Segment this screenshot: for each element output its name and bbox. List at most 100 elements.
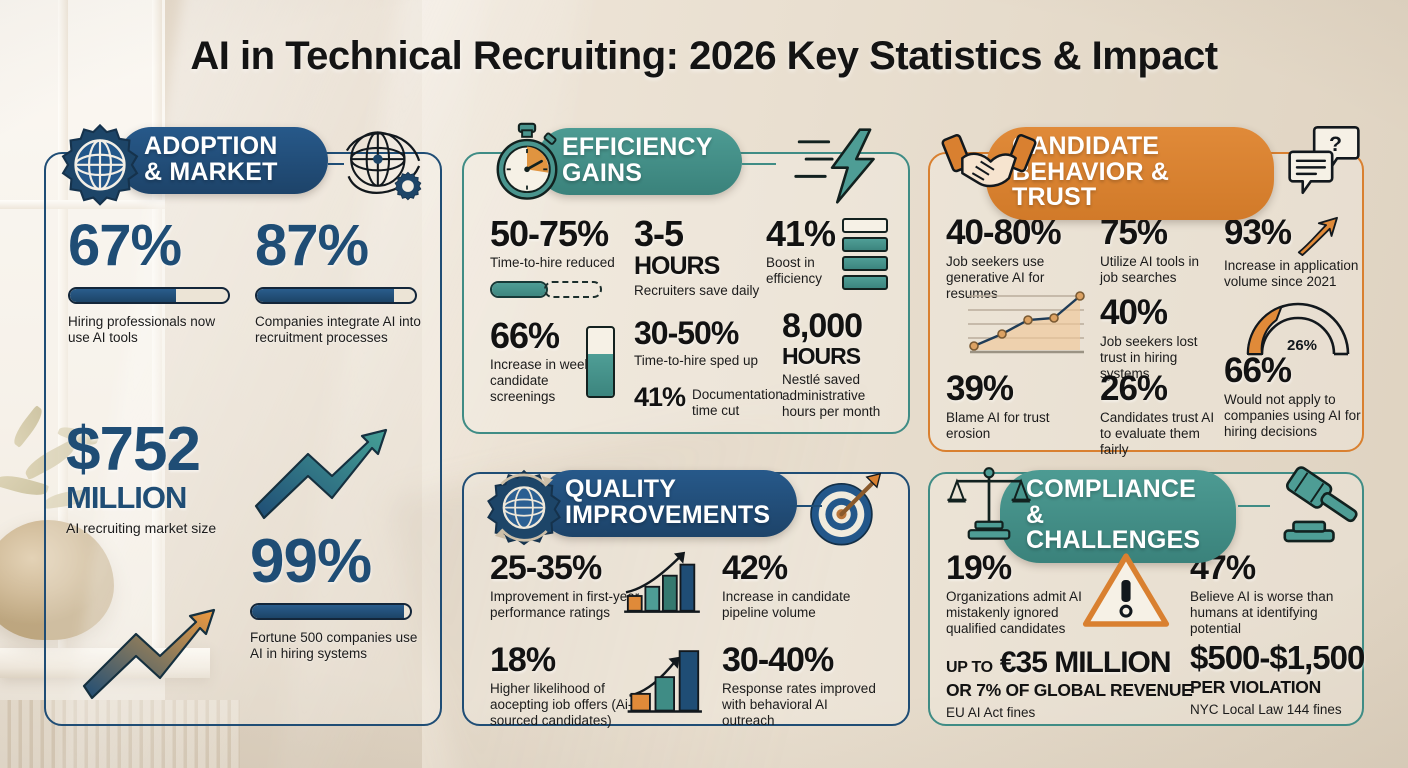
stat-label: Fortune 500 companies use AI in hiring s… (250, 629, 418, 661)
stat-label: Increase in weekly candidate screenings (490, 357, 602, 405)
stat-value: 41% (766, 213, 836, 254)
stat-value: 30-50% (634, 315, 739, 351)
stat-pipeline-volume: 42% Increase in candidate pipeline volum… (722, 549, 874, 621)
stat-value: 66% (1224, 351, 1292, 390)
line-chart-application-volume (966, 288, 1086, 360)
stat-application-volume: 93% Increase in application volume since… (1224, 213, 1372, 290)
arrow-up-right-icon (1297, 216, 1338, 256)
stat-label: Job seekers use generative AI for resume… (946, 254, 1045, 302)
stat-market-size: $752 MILLION AI recruiting market size (66, 415, 246, 537)
stat-value: 66% (490, 315, 560, 356)
stat-label: Blame AI for trust erosion (946, 410, 1050, 442)
globe-orbit-gear-icon (340, 126, 426, 206)
stat-time-to-hire-reduced: 50-75% Time-to-hire reduced (490, 213, 618, 299)
stat-value: 18% (490, 641, 556, 679)
stat-label: Documentation time cut (692, 387, 783, 418)
stat-unit: HOURS (634, 252, 720, 281)
stat-value: 67% (68, 213, 182, 278)
progress-bar-87 (255, 286, 417, 304)
stat-value: €35 MILLION (999, 646, 1172, 679)
stat-label: Recruiters save daily (634, 282, 760, 298)
stat-value: 3-5 (634, 213, 684, 254)
stat-label: Increase in application volume since 202… (1224, 258, 1359, 289)
stat-boost-efficiency: 41% Boost in efficiency (766, 213, 846, 287)
stat-generative-ai-resumes: 40-80% Job seekers use generative AI for… (946, 213, 1098, 302)
stat-documentation-time-cut: 41% Documentation time cut (634, 382, 804, 419)
stat-prefix: UP TO (946, 659, 993, 676)
page-title: AI in Technical Recruiting: 2026 Key Sta… (190, 34, 1218, 78)
speech-bubble-question-icon: ? (1288, 124, 1360, 196)
gear-globe-refresh-icon (485, 468, 563, 546)
stat-label: Increase in candidate pipeline volume (722, 589, 851, 621)
stat-label: Organizations admit AI mistakenly ignore… (946, 589, 1082, 637)
stat-label: Utilize AI tools in job searches (1100, 254, 1200, 286)
stat-fortune-500: 99% Fortune 500 companies use AI in hiri… (250, 527, 422, 662)
panel-heading-quality-label: QUALITY IMPROVEMENTS (565, 475, 771, 529)
handshake-icon (941, 126, 1037, 202)
stat-value: 99% (250, 527, 372, 596)
stat-value: 40-80% (946, 213, 1062, 252)
panel-heading-candidate-label: CANDIDATE BEHAVIOR & TRUST (1012, 132, 1170, 211)
panel-heading-adoption: ADOPTION & MARKET (118, 127, 328, 194)
stat-label: Would not apply to companies using AI fo… (1224, 392, 1361, 440)
connector-line (742, 163, 776, 165)
stat-value: 25-35% (490, 549, 602, 587)
stat-label: Hiring professionals now use AI tools (68, 313, 216, 345)
stat-adoption-87: 87% Companies integrate AI into recruitm… (255, 217, 427, 346)
stat-label: Higher likelihood of aocepting iob offer… (490, 681, 633, 729)
panel-heading-quality: QUALITY IMPROVEMENTS (539, 470, 797, 537)
stat-value: 41% (634, 382, 686, 412)
stat-time-to-hire-sped-up: 30-50% Time-to-hire sped up (634, 315, 794, 369)
stat-value: 42% (722, 549, 788, 587)
blocks-meter-efficiency (842, 218, 888, 290)
stat-eu-ai-act-fines: UP TO €35 MILLION OR 7% OF GLOBAL REVENU… (946, 646, 1193, 721)
stat-value: 50-75% (490, 213, 609, 254)
stat-label: Job seekers lost trust in hiring systems (1100, 334, 1198, 382)
panel-heading-adoption-label: ADOPTION & MARKET (144, 132, 278, 186)
svg-text:?: ? (1329, 132, 1342, 156)
stat-first-year-performance: 25-35% Improvement in first-year perform… (490, 549, 640, 621)
gauge-chart-26: 26% (1238, 296, 1358, 362)
stat-value: 19% (946, 549, 1012, 587)
stat-label: Companies integrate AI into recruitment … (255, 313, 421, 345)
stat-nestle-hours: 8,000 HOURS Nestlé saved administrative … (782, 307, 892, 420)
stat-unit: HOURS (782, 343, 861, 370)
stat-value: $752 (66, 415, 201, 484)
stopwatch-icon (488, 122, 566, 202)
tube-meter-screenings (586, 326, 615, 398)
panel-heading-compliance: COMPLIANCE & CHALLENGES (1000, 470, 1236, 563)
bar-chart-growth-icon (620, 548, 704, 620)
bar-chart-acceptance-icon (620, 640, 704, 718)
stat-ai-worse-than-humans: 47% Believe AI is worse than humans at i… (1190, 551, 1362, 637)
upward-trend-arrow-teal-icon (250, 408, 410, 526)
progress-bar-67 (68, 286, 230, 304)
stat-lost-trust: 40% Job seekers lost trust in hiring sys… (1100, 295, 1220, 382)
window-mullion-vertical (58, 0, 68, 660)
stat-value: $500-$1,500 (1190, 639, 1365, 676)
progress-bar-99 (250, 602, 412, 620)
stat-label: Response rates improved with behavioral … (722, 681, 876, 729)
stat-label: EU AI Act fines (946, 705, 1036, 721)
stat-blame-ai: 39% Blame AI for trust erosion (946, 371, 1066, 442)
stat-value: 93% (1224, 213, 1292, 252)
stat-would-not-apply: 66% Would not apply to companies using A… (1224, 351, 1364, 440)
gavel-icon (1262, 466, 1358, 548)
stat-label: Improvement in first-year performance ra… (490, 589, 640, 621)
stat-label: NYC Local Law 144 fines (1190, 702, 1342, 718)
window-transom (0, 200, 165, 209)
stat-value: 26% (1100, 369, 1168, 408)
stat-label: Nestlé saved administrative hours per mo… (782, 371, 881, 419)
connector-line (1238, 505, 1270, 507)
connector-line (790, 505, 822, 507)
panel-heading-compliance-label: COMPLIANCE & CHALLENGES (1026, 475, 1201, 554)
connector-line (328, 163, 344, 165)
stat-value: 8,000 (782, 307, 863, 345)
target-arrow-icon (806, 472, 882, 548)
stat-hours-saved-daily: 3-5 HOURS Recruiters save daily (634, 213, 774, 299)
stat-unit: MILLION (66, 479, 187, 515)
stat-label: Time-to-hire sped up (634, 353, 759, 369)
stat-adoption-67: 67% Hiring professionals now use AI tool… (68, 213, 233, 346)
stat-response-rates: 30-40% Response rates improved with beha… (722, 643, 882, 729)
upward-trend-arrow-orange-icon (78, 588, 238, 706)
stat-value: 75% (1100, 213, 1168, 252)
